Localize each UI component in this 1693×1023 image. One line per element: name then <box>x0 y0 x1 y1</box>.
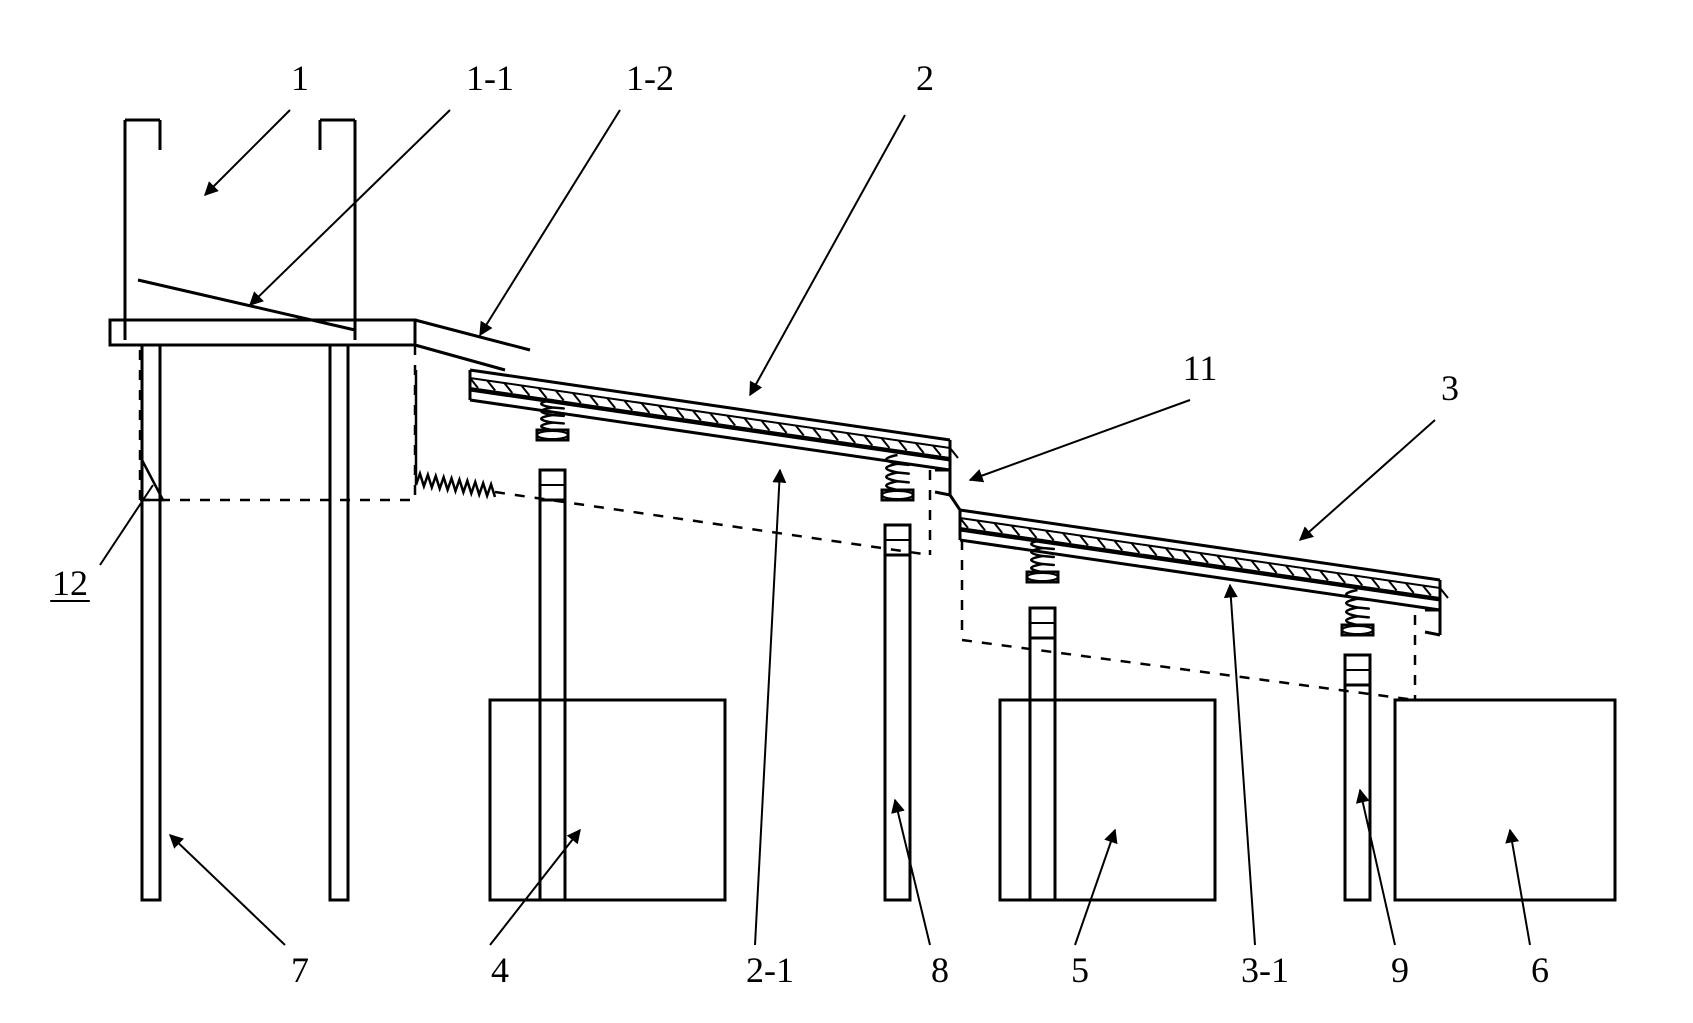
label-L3_1: 3-1 <box>1241 950 1289 990</box>
label-L1_1: 1-1 <box>466 58 514 98</box>
label-L11: 11 <box>1183 348 1218 388</box>
label-L8: 8 <box>931 950 949 990</box>
label-L5: 5 <box>1071 950 1089 990</box>
label-L12: 12 <box>52 563 88 603</box>
label-L4: 4 <box>491 950 509 990</box>
label-L2_1: 2-1 <box>746 950 794 990</box>
label-L2: 2 <box>916 58 934 98</box>
label-L1: 1 <box>291 58 309 98</box>
label-L1_2: 1-2 <box>626 58 674 98</box>
label-L3: 3 <box>1441 368 1459 408</box>
label-L7: 7 <box>291 950 309 990</box>
label-L9: 9 <box>1391 950 1409 990</box>
diagram-canvas: 1 1-1 1-2 2 11 3 12 7 4 2-1 8 5 3-1 9 6 <box>0 0 1693 1023</box>
label-L6: 6 <box>1531 950 1549 990</box>
